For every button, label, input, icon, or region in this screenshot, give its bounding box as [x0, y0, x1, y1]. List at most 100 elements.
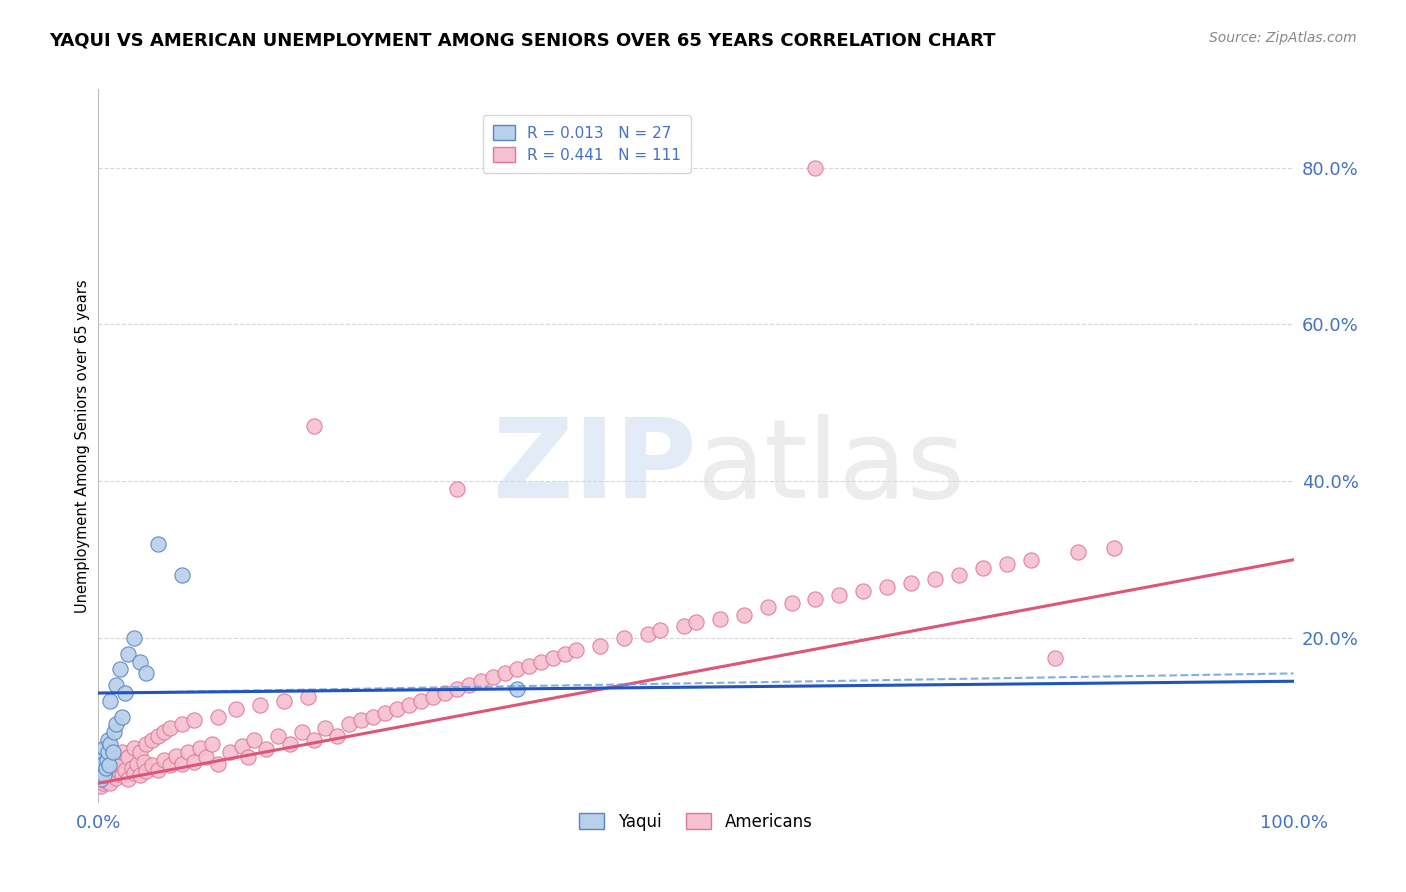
Point — [613, 631, 636, 645]
Point — [1043, 650, 1066, 665]
Point — [446, 482, 468, 496]
Point — [107, 764, 129, 779]
Point — [326, 729, 349, 743]
Point — [98, 737, 122, 751]
Text: ZIP: ZIP — [492, 414, 696, 521]
Point — [506, 663, 529, 677]
Point — [225, 702, 247, 716]
Point — [91, 773, 114, 788]
Point — [132, 755, 155, 769]
Point — [153, 753, 176, 767]
Point — [124, 631, 146, 645]
Point — [148, 537, 170, 551]
Point — [506, 682, 529, 697]
Point — [249, 698, 271, 712]
Point — [103, 756, 125, 771]
Point — [94, 773, 117, 788]
Point — [231, 739, 253, 754]
Point — [94, 760, 117, 774]
Point — [183, 714, 205, 728]
Point — [804, 591, 827, 606]
Point — [470, 674, 492, 689]
Point — [96, 753, 118, 767]
Point — [315, 721, 337, 735]
Point — [153, 725, 176, 739]
Point — [97, 745, 120, 759]
Point — [972, 560, 994, 574]
Point — [195, 750, 218, 764]
Point — [363, 709, 385, 723]
Point — [124, 766, 146, 780]
Point — [201, 737, 224, 751]
Point — [101, 745, 124, 759]
Text: atlas: atlas — [696, 414, 965, 521]
Point — [93, 740, 115, 755]
Point — [125, 756, 148, 771]
Point — [297, 690, 319, 704]
Point — [141, 758, 163, 772]
Point — [135, 666, 157, 681]
Point — [517, 658, 540, 673]
Point — [114, 686, 136, 700]
Point — [385, 702, 409, 716]
Point — [141, 733, 163, 747]
Point — [302, 419, 325, 434]
Point — [948, 568, 970, 582]
Point — [876, 580, 898, 594]
Point — [565, 643, 588, 657]
Legend: Yaqui, Americans: Yaqui, Americans — [572, 806, 820, 838]
Point — [1104, 541, 1126, 555]
Point — [291, 725, 314, 739]
Point — [852, 584, 875, 599]
Point — [111, 709, 134, 723]
Point — [135, 737, 157, 751]
Point — [103, 725, 125, 739]
Point — [188, 740, 211, 755]
Point — [159, 758, 181, 772]
Point — [93, 764, 115, 779]
Point — [105, 678, 128, 692]
Point — [236, 750, 259, 764]
Point — [91, 764, 114, 779]
Point — [219, 745, 242, 759]
Point — [481, 670, 505, 684]
Point — [589, 639, 612, 653]
Point — [98, 760, 122, 774]
Point — [172, 568, 194, 582]
Point — [105, 753, 128, 767]
Point — [96, 768, 118, 782]
Point — [267, 729, 290, 743]
Text: YAQUI VS AMERICAN UNEMPLOYMENT AMONG SENIORS OVER 65 YEARS CORRELATION CHART: YAQUI VS AMERICAN UNEMPLOYMENT AMONG SEN… — [49, 31, 995, 49]
Point — [554, 647, 576, 661]
Point — [458, 678, 481, 692]
Point — [183, 755, 205, 769]
Point — [780, 596, 803, 610]
Point — [124, 740, 146, 755]
Point — [673, 619, 696, 633]
Point — [105, 771, 128, 785]
Point — [148, 763, 170, 777]
Point — [114, 763, 136, 777]
Point — [828, 588, 851, 602]
Point — [129, 768, 152, 782]
Point — [117, 772, 139, 787]
Point — [254, 742, 277, 756]
Point — [93, 771, 115, 785]
Y-axis label: Unemployment Among Seniors over 65 years: Unemployment Among Seniors over 65 years — [75, 279, 90, 613]
Point — [165, 748, 187, 763]
Point — [648, 624, 672, 638]
Point — [93, 768, 115, 782]
Point — [108, 663, 131, 677]
Point — [177, 745, 200, 759]
Point — [446, 682, 468, 697]
Point — [101, 768, 124, 782]
Point — [1067, 545, 1090, 559]
Point — [243, 733, 266, 747]
Point — [434, 686, 457, 700]
Point — [98, 758, 121, 772]
Point — [117, 647, 139, 661]
Point — [733, 607, 755, 622]
Point — [339, 717, 361, 731]
Point — [541, 650, 564, 665]
Point — [90, 779, 112, 793]
